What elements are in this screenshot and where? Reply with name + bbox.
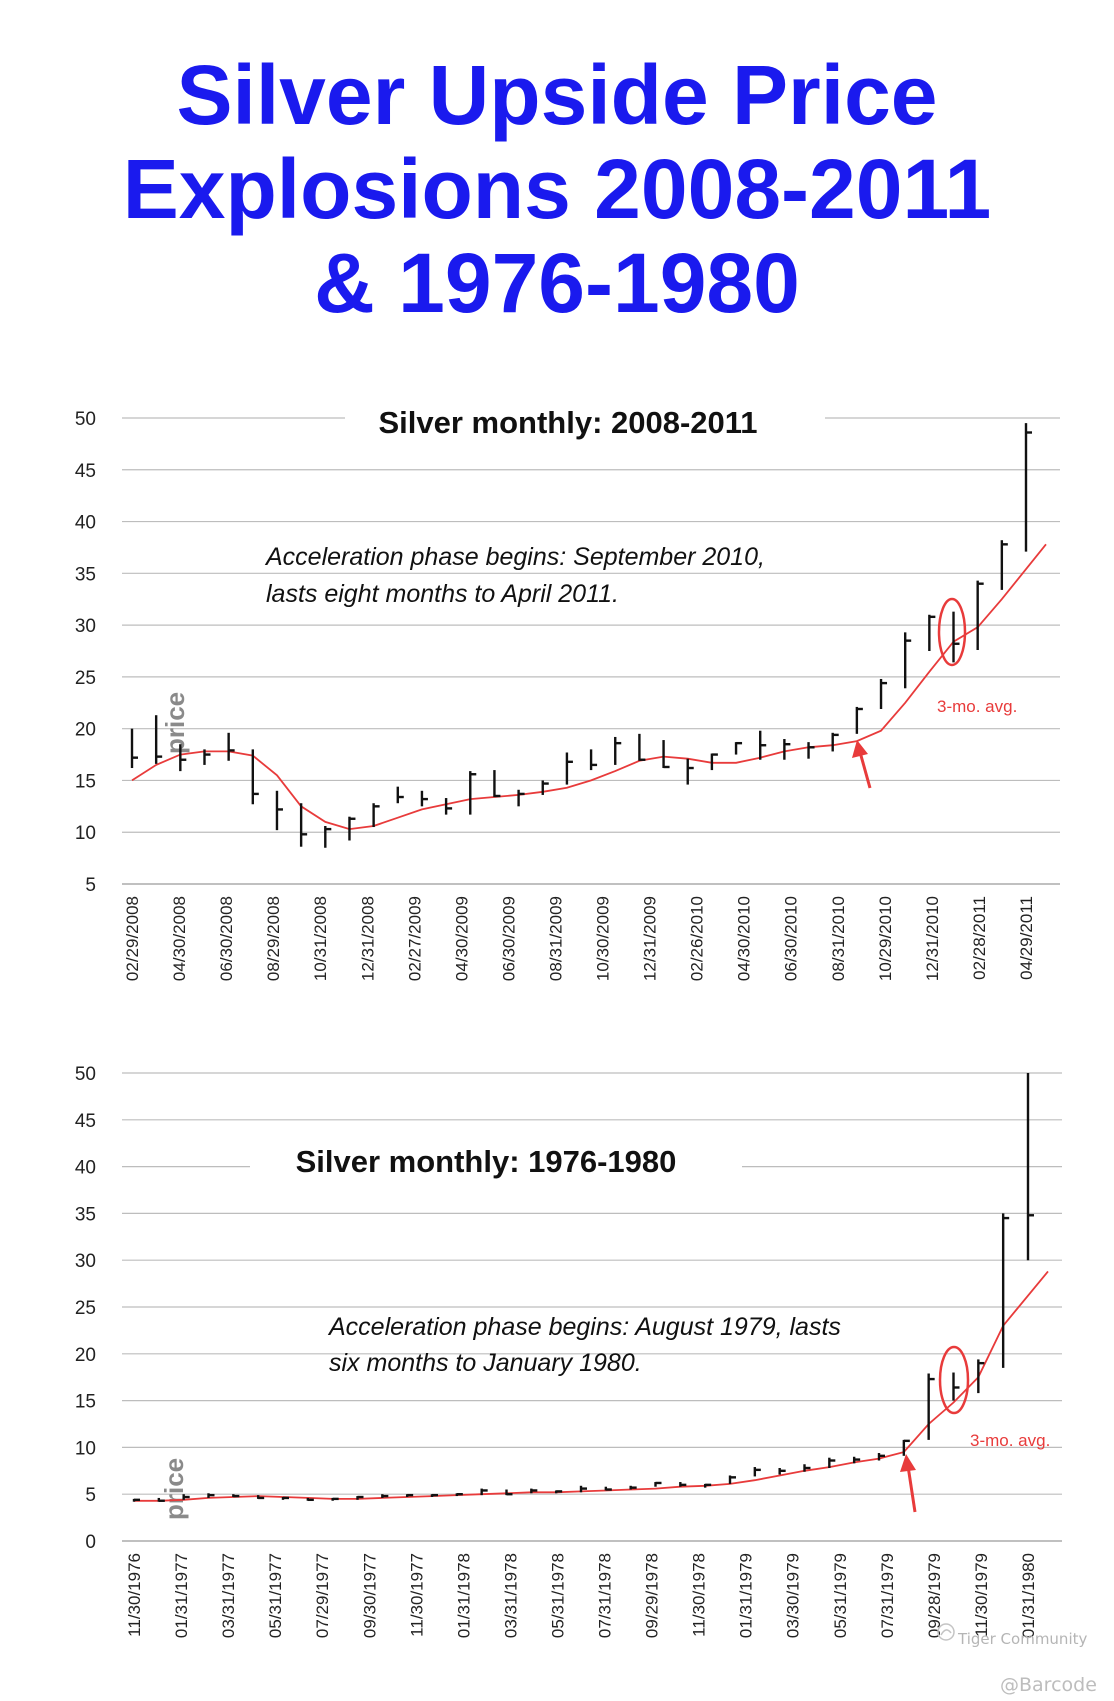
y-axis-label: price (160, 692, 190, 754)
x-tick-label: 04/29/2011 (1017, 896, 1036, 980)
title-line-2: Explosions 2008-2011 (122, 142, 992, 236)
tiger-logo-icon (937, 1623, 955, 1641)
watermark-user: @Barcode (1000, 1674, 1097, 1696)
y-tick-label: 50 (75, 1064, 96, 1085)
x-tick-label: 02/29/2008 (123, 896, 142, 981)
x-tick-label: 04/30/2009 (452, 896, 471, 981)
y-tick-label: 20 (75, 1345, 96, 1366)
x-tick-label: 05/31/1977 (266, 1553, 285, 1638)
x-tick-label: 09/30/1977 (360, 1553, 379, 1638)
y-tick-label: 5 (85, 875, 96, 896)
chart-title: Silver monthly: 1976-1980 (296, 1144, 677, 1179)
annotation-line-1: Acceleration phase begins: August 1979, … (327, 1313, 841, 1341)
y-tick-label: 30 (75, 616, 96, 637)
page-title: Silver Upside Price Explosions 2008-2011… (0, 48, 1114, 330)
x-tick-label: 06/30/2008 (217, 896, 236, 981)
annotation-line-1: Acceleration phase begins: September 201… (264, 543, 765, 571)
title-line-3: & 1976-1980 (314, 236, 800, 330)
annotation-line-2: lasts eight months to April 2011. (266, 580, 619, 608)
x-tick-label: 09/28/1979 (925, 1553, 944, 1638)
y-tick-label: 25 (75, 668, 96, 689)
y-tick-label: 50 (75, 409, 96, 430)
x-tick-label: 04/30/2008 (170, 896, 189, 981)
x-tick-label: 02/26/2010 (688, 896, 707, 981)
y-tick-label: 30 (75, 1251, 96, 1272)
y-tick-label: 35 (75, 564, 96, 585)
x-tick-label: 02/28/2011 (970, 896, 989, 980)
red-arrow (900, 1454, 917, 1513)
x-tick-label: 01/31/1980 (1019, 1553, 1038, 1638)
silver-chart-2008-2011: 5 10 15 20 25 30 35 40 45 50 Silver monthly: 2008… (75, 405, 1060, 981)
y-tick-label: 40 (75, 513, 96, 534)
x-tick-label: 10/30/2009 (594, 896, 613, 981)
x-tick-label: 07/31/1978 (596, 1553, 615, 1638)
x-tick-label: 11/30/1976 (125, 1553, 144, 1637)
x-tick-label: 02/27/2009 (405, 896, 424, 981)
y-tick-label: 10 (75, 823, 96, 844)
x-tick-label: 01/31/1977 (172, 1553, 191, 1638)
silver-chart-1976-1980: 0 5 10 15 20 25 30 35 40 45 50 Silver monthly: 197… (75, 1064, 1062, 1638)
y-tick-label: 15 (75, 771, 96, 792)
x-tick-label: 08/31/2009 (547, 896, 566, 981)
highlight-circle (937, 597, 967, 667)
red-arrow (852, 740, 872, 789)
y-tick-label: 25 (75, 1298, 96, 1319)
x-tick-label: 05/31/1979 (831, 1553, 850, 1638)
x-tick-label: 06/30/2010 (782, 896, 801, 981)
x-tick-label: 06/30/2009 (499, 896, 518, 981)
x-tick-label: 03/31/1978 (501, 1553, 520, 1638)
x-tick-label: 07/29/1977 (313, 1553, 332, 1638)
y-tick-label: 45 (75, 1111, 96, 1132)
x-tick-label: 05/31/1978 (549, 1553, 568, 1638)
x-tick-label: 08/29/2008 (264, 896, 283, 981)
y-tick-label: 5 (85, 1485, 96, 1506)
avg-label: 3-mo. avg. (937, 697, 1017, 716)
x-tick-label: 08/31/2010 (829, 896, 848, 981)
highlight-circle (938, 1345, 970, 1415)
x-tick-label: 11/30/1977 (407, 1553, 426, 1637)
avg-line (131, 543, 1047, 831)
x-tick-label: 11/30/1978 (690, 1553, 709, 1637)
x-tick-label: 01/31/1979 (737, 1553, 756, 1638)
x-tick-label: 04/30/2010 (735, 896, 754, 981)
y-tick-label: 10 (75, 1438, 96, 1459)
x-tick-label: 01/31/1978 (454, 1553, 473, 1638)
x-tick-label: 12/31/2008 (358, 896, 377, 981)
y-tick-label: 0 (85, 1532, 96, 1553)
y-axis-label: price (159, 1458, 189, 1520)
x-tick-label: 03/31/1977 (219, 1553, 238, 1638)
x-tick-label: 03/30/1979 (784, 1553, 803, 1638)
x-tick-label: 12/31/2010 (923, 896, 942, 981)
x-tick-label: 11/30/1979 (972, 1553, 991, 1637)
title-line-1: Silver Upside Price (176, 48, 938, 142)
chart-title: Silver monthly: 2008-2011 (378, 405, 757, 440)
y-tick-label: 35 (75, 1204, 96, 1225)
annotation-line-2: six months to January 1980. (329, 1349, 642, 1377)
y-tick-label: 20 (75, 720, 96, 741)
x-tick-label: 12/31/2009 (641, 896, 660, 981)
y-tick-label: 40 (75, 1158, 96, 1179)
avg-label: 3-mo. avg. (970, 1431, 1050, 1450)
x-tick-label: 10/31/2008 (311, 896, 330, 981)
y-tick-label: 45 (75, 461, 96, 482)
x-tick-label: 09/29/1978 (643, 1553, 662, 1638)
x-tick-label: 10/29/2010 (876, 896, 895, 981)
y-tick-label: 15 (75, 1392, 96, 1413)
watermark-community: Tiger Community (958, 1630, 1088, 1648)
x-tick-label: 07/31/1979 (878, 1553, 897, 1638)
